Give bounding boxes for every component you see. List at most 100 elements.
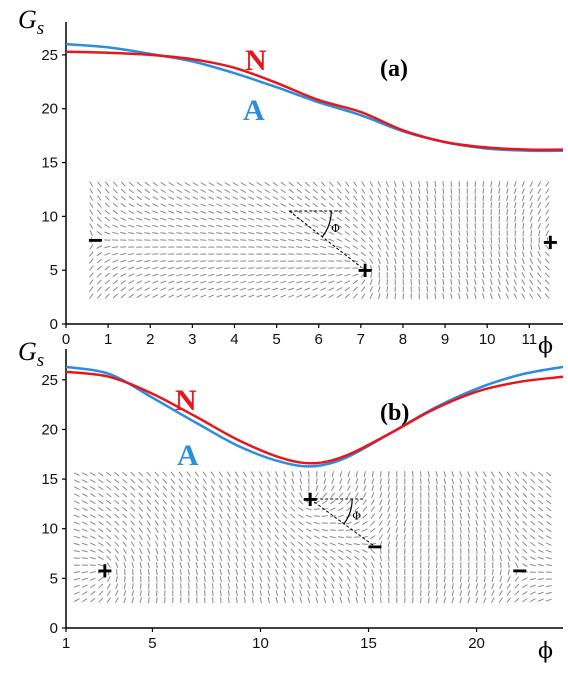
director-dash	[73, 577, 80, 581]
director-dash	[160, 287, 167, 291]
director-dash	[243, 597, 246, 604]
director-dash	[513, 188, 517, 195]
director-dash	[98, 576, 104, 582]
director-dash	[112, 252, 119, 256]
director-dash	[442, 258, 445, 265]
director-dash	[361, 528, 368, 532]
director-dash	[242, 485, 247, 491]
director-dash	[90, 590, 96, 596]
director-dash	[521, 584, 528, 589]
director-dash	[210, 485, 215, 491]
director-dash	[162, 471, 168, 477]
director-dash	[497, 272, 501, 279]
director-dash	[475, 597, 479, 604]
director-dash	[371, 590, 374, 597]
director-dash	[120, 246, 127, 248]
director-dash	[226, 485, 231, 491]
director-dash	[498, 513, 503, 519]
director-dash	[312, 224, 319, 228]
director-dash	[482, 237, 485, 244]
director-dash	[434, 202, 437, 209]
director-dash	[497, 279, 501, 286]
director-dash	[363, 583, 367, 590]
director-dash	[393, 188, 397, 195]
director-dash	[491, 520, 495, 527]
director-dash	[210, 478, 215, 484]
director-dash	[218, 471, 223, 477]
director-dash	[515, 562, 519, 569]
director-dash	[442, 251, 445, 258]
director-dash	[328, 245, 335, 249]
director-dash	[227, 555, 231, 562]
director-dash	[530, 527, 536, 533]
series-label-a: A	[177, 439, 199, 472]
director-dash	[176, 280, 183, 284]
director-dash	[219, 534, 223, 541]
y-tick-label: 15	[41, 155, 58, 172]
director-dash	[259, 569, 263, 576]
director-dash	[403, 520, 406, 527]
director-dash	[403, 527, 406, 534]
director-dash	[274, 499, 279, 505]
director-dash	[136, 188, 142, 194]
director-dash	[404, 492, 406, 499]
director-dash	[506, 194, 509, 202]
director-dash	[219, 562, 223, 569]
director-dash	[138, 471, 144, 477]
director-dash	[514, 534, 519, 540]
director-dash	[475, 583, 479, 590]
director-dash	[258, 485, 263, 491]
director-dash	[409, 195, 413, 202]
director-dash	[258, 534, 263, 540]
director-dash	[234, 527, 239, 534]
y-tick-label: 10	[41, 208, 58, 225]
director-dash	[435, 478, 438, 485]
director-dash	[377, 216, 382, 222]
director-dash	[187, 569, 190, 576]
director-dash	[370, 527, 376, 533]
director-dash	[89, 556, 96, 560]
director-dash	[482, 251, 485, 258]
director-dash	[152, 232, 159, 234]
director-dash	[170, 520, 175, 526]
director-dash	[514, 527, 520, 533]
director-dash	[136, 203, 143, 208]
director-dash	[369, 188, 374, 194]
director-dash	[380, 548, 382, 555]
director-dash	[128, 217, 135, 221]
director-dash	[402, 265, 405, 272]
director-dash	[490, 471, 495, 477]
director-dash	[380, 597, 382, 604]
director-dash	[106, 485, 112, 491]
director-dash	[361, 549, 368, 553]
director-dash	[522, 478, 528, 484]
director-dash	[211, 555, 215, 562]
director-dash	[369, 216, 374, 222]
director-dash	[240, 203, 247, 207]
director-dash	[546, 506, 552, 512]
director-dash	[73, 542, 80, 546]
director-dash	[272, 210, 279, 214]
director-dash	[484, 569, 486, 576]
director-dash	[420, 478, 422, 485]
director-dash	[256, 189, 263, 194]
director-dash	[491, 555, 494, 562]
director-dash	[363, 597, 366, 604]
director-dash	[194, 499, 199, 505]
director-dash	[545, 188, 550, 194]
director-dash	[144, 224, 151, 228]
director-dash	[298, 534, 304, 540]
director-dash	[330, 576, 335, 582]
director-dash	[104, 209, 110, 215]
director-dash	[491, 590, 495, 597]
director-dash	[388, 583, 390, 590]
director-dash	[369, 223, 374, 229]
director-dash	[530, 513, 536, 519]
director-dash	[401, 244, 405, 251]
director-dash	[200, 182, 207, 187]
director-dash	[152, 181, 158, 187]
director-dash	[154, 471, 160, 477]
director-dash	[506, 541, 511, 548]
director-dash	[476, 548, 478, 555]
